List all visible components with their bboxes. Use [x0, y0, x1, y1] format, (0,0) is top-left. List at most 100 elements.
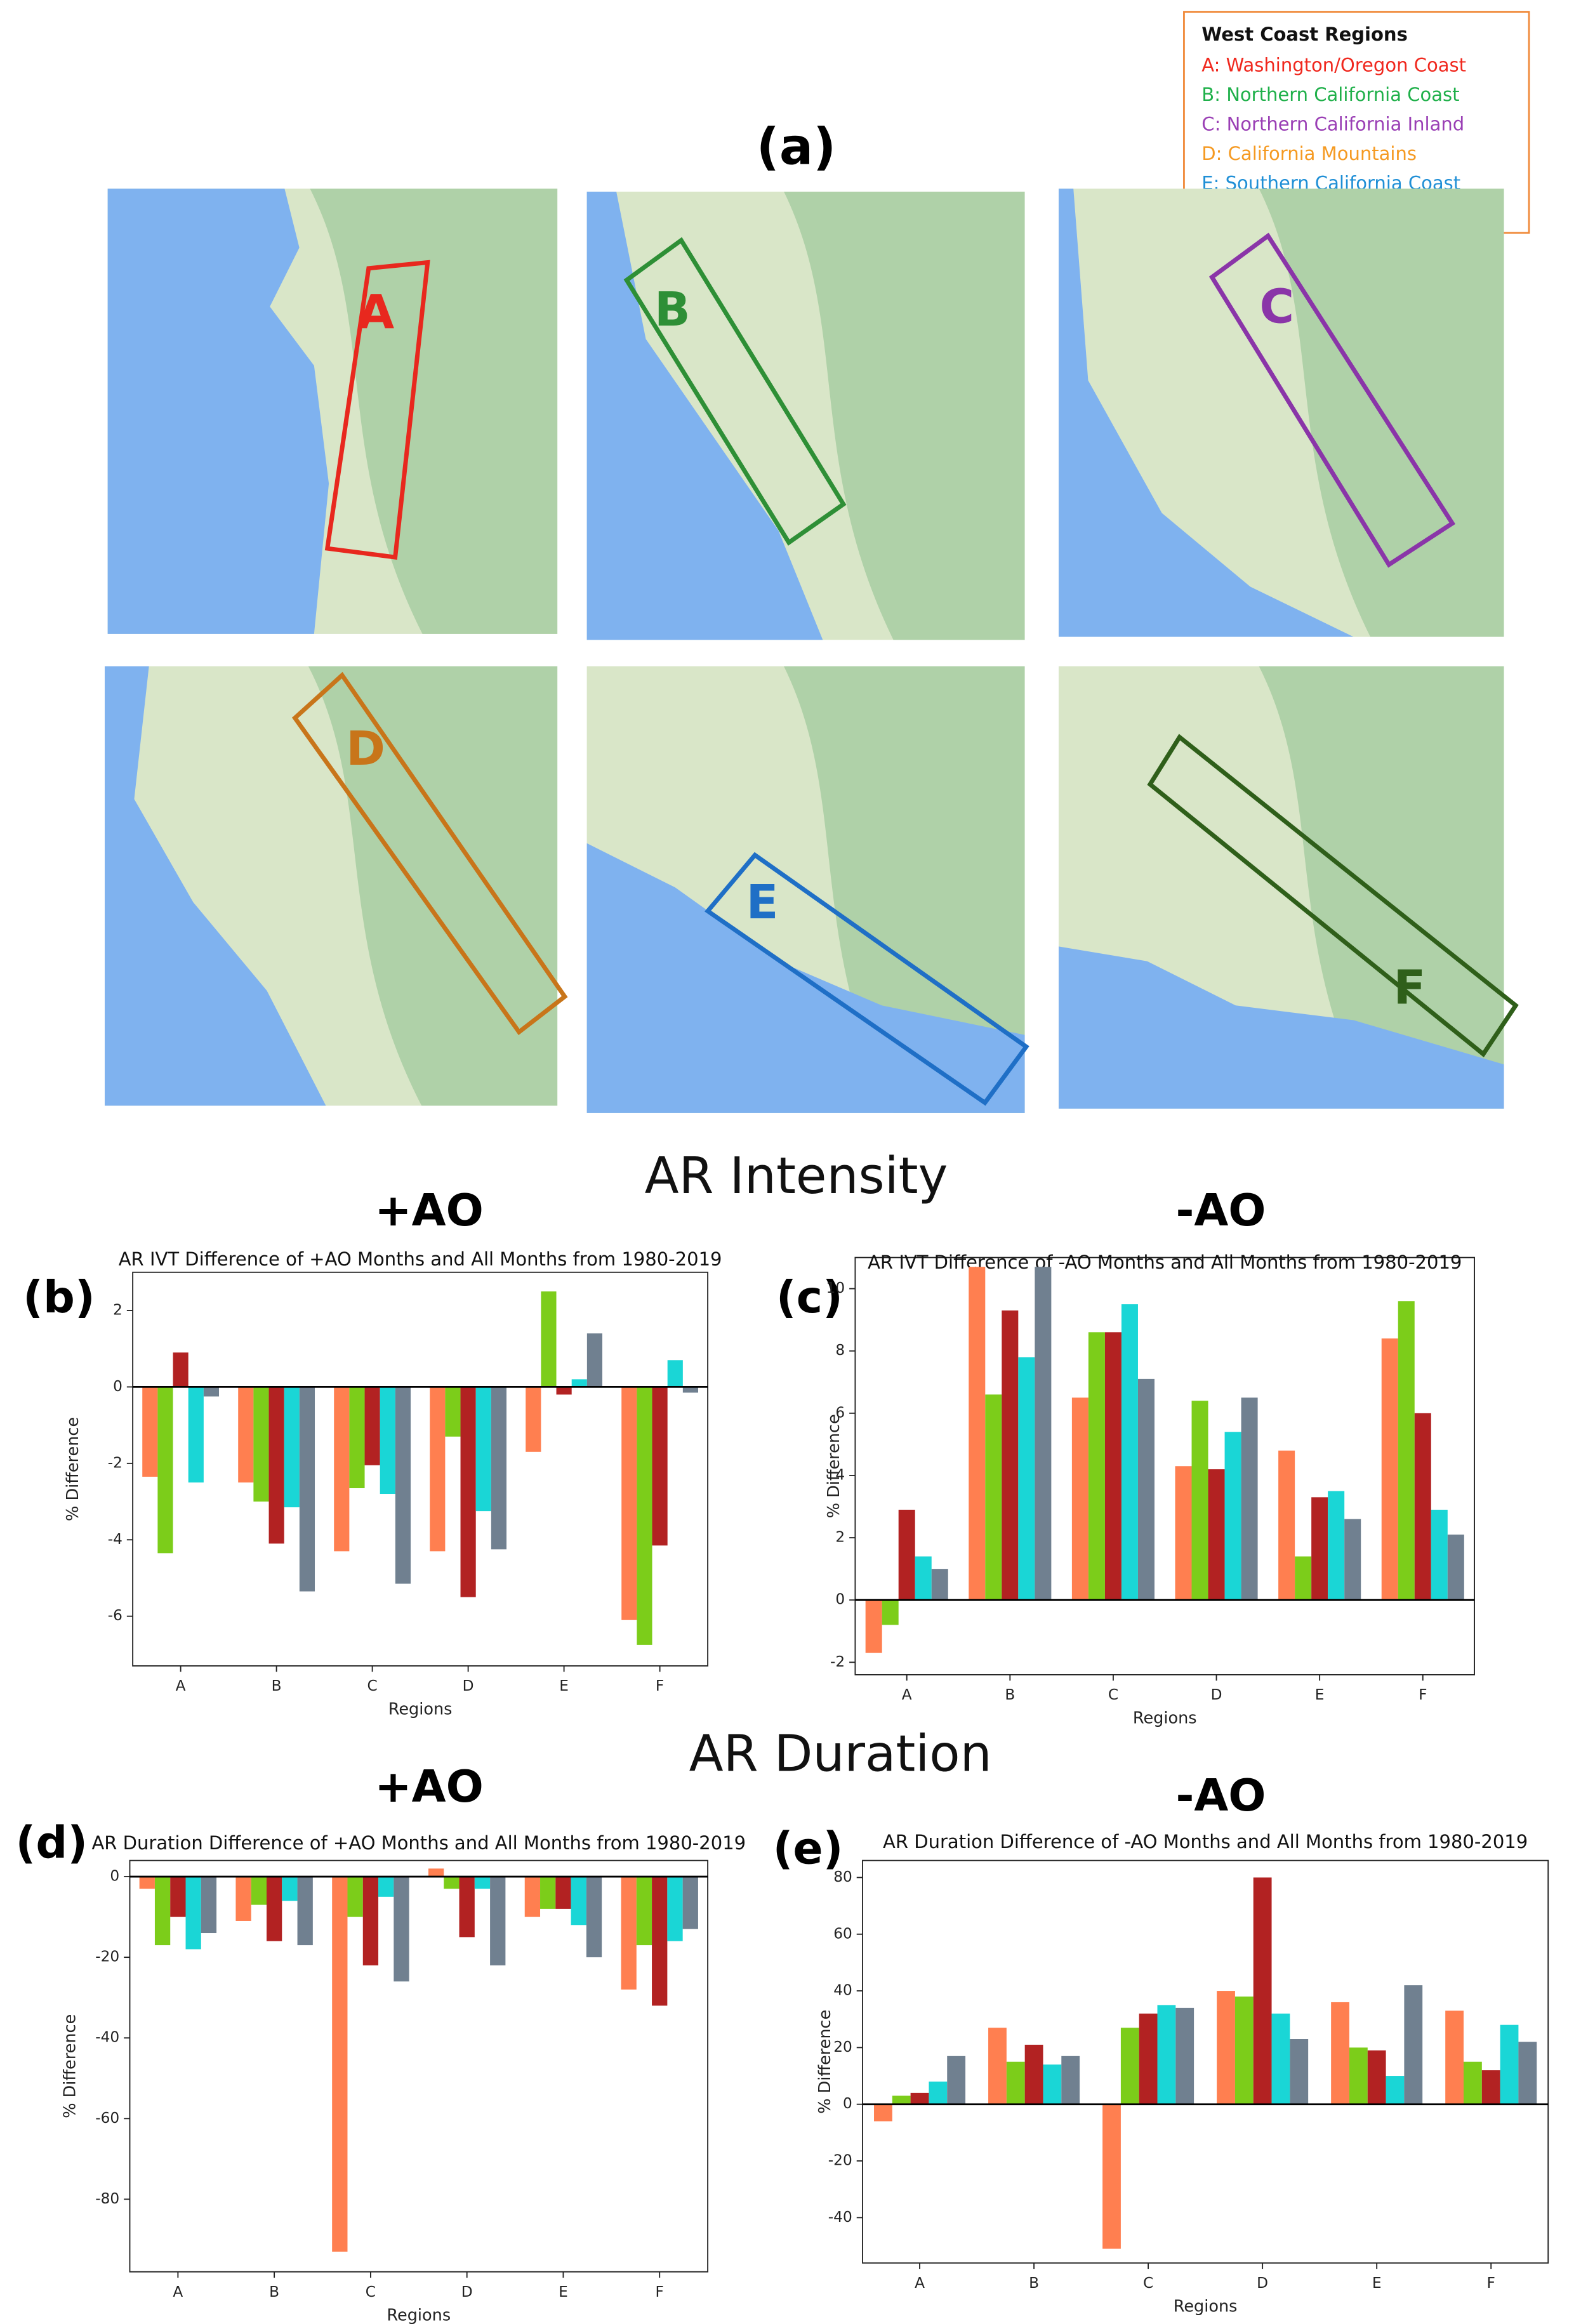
bar	[332, 1877, 348, 2252]
bar	[524, 1877, 541, 1917]
bar	[1381, 1338, 1398, 1601]
y-tick-label: 80	[833, 1868, 852, 1885]
bar	[268, 1387, 284, 1544]
bar	[621, 1877, 637, 1990]
bar	[1104, 1332, 1122, 1601]
region-box	[1147, 734, 1519, 1058]
x-tick-label: D	[463, 1677, 474, 1694]
bar	[1071, 1397, 1088, 1601]
bar	[460, 1387, 476, 1597]
y-tick-label: -20	[828, 2152, 852, 2169]
region-box	[324, 260, 430, 560]
bar	[445, 1387, 461, 1437]
bar	[1500, 2024, 1519, 2104]
bar	[349, 1387, 365, 1488]
bar	[1331, 2002, 1349, 2104]
map-terrain	[1259, 666, 1504, 1109]
map-panel	[1058, 666, 1504, 1109]
bar	[882, 1600, 899, 1625]
legend-item: C: Northern California Inland	[1201, 113, 1464, 135]
x-tick-label: E	[1315, 1686, 1325, 1703]
bar	[235, 1877, 251, 1921]
bar	[874, 2104, 892, 2122]
bar	[682, 1877, 698, 1929]
bar	[988, 2028, 1007, 2104]
bar	[284, 1387, 300, 1508]
bar	[185, 1877, 201, 1950]
bar	[1278, 1450, 1295, 1601]
region-letter: A	[358, 285, 395, 340]
bar	[459, 1877, 475, 1938]
panel-label: (e)	[773, 1823, 844, 1875]
bar	[378, 1877, 394, 1897]
bar	[541, 1291, 557, 1387]
x-tick-label: F	[656, 2283, 664, 2301]
x-tick-label: A	[902, 1686, 912, 1703]
bar	[1253, 1877, 1272, 2104]
y-tick-label: 60	[833, 1925, 852, 1942]
chart-title: AR IVT Difference of -AO Months and All …	[868, 1251, 1462, 1273]
bar	[201, 1877, 217, 1934]
bar	[1311, 1497, 1328, 1601]
column-title: -AO	[1175, 1770, 1266, 1821]
bar	[1431, 1509, 1448, 1601]
panel-label: (a)	[757, 117, 836, 176]
x-tick-label: F	[1419, 1686, 1427, 1703]
legend-item: B: Northern California Coast	[1201, 84, 1459, 105]
y-tick-label: 2	[113, 1301, 122, 1318]
bar	[540, 1877, 556, 1909]
y-tick-label: 6	[835, 1404, 845, 1421]
bar	[637, 1387, 652, 1645]
x-tick-label: B	[272, 1677, 282, 1694]
plot-frame	[132, 1271, 709, 1667]
x-axis-label: Regions	[388, 1700, 453, 1719]
section-title: AR Duration	[689, 1725, 992, 1783]
bar	[1088, 1332, 1105, 1601]
bar	[282, 1877, 298, 1901]
bar	[1102, 2104, 1121, 2249]
bar	[969, 1267, 986, 1601]
bar	[1447, 1535, 1464, 1601]
region-letter: E	[746, 875, 779, 930]
panel-label: (c)	[776, 1272, 843, 1323]
bar	[910, 2092, 929, 2104]
bar	[1120, 2028, 1139, 2104]
x-tick-label: D	[461, 2283, 473, 2301]
section-title: AR Intensity	[645, 1147, 948, 1205]
bar	[682, 1387, 699, 1393]
y-tick-label: 20	[833, 2038, 852, 2056]
x-tick-label: B	[269, 2283, 279, 2301]
bar	[253, 1387, 269, 1502]
bar	[1445, 2010, 1464, 2104]
map-panel	[104, 666, 558, 1106]
bar	[636, 1877, 652, 1946]
bar	[1137, 1378, 1155, 1601]
bar	[1121, 1304, 1138, 1601]
y-tick-label: 2	[835, 1529, 845, 1546]
map-panel	[586, 191, 1025, 640]
region-box	[1208, 232, 1456, 568]
map-terrain	[310, 188, 558, 634]
y-tick-label: 0	[843, 2095, 852, 2112]
bar	[428, 1868, 444, 1877]
bar	[203, 1387, 220, 1397]
x-tick-label: B	[1005, 1686, 1015, 1703]
region-letter: C	[1260, 279, 1295, 334]
x-tick-label: B	[1029, 2274, 1039, 2292]
bar	[474, 1877, 491, 1889]
bar	[667, 1360, 683, 1387]
bar	[1234, 1997, 1254, 2104]
y-tick-label: 8	[835, 1342, 845, 1359]
map-ocean	[586, 191, 823, 640]
y-axis-label: % Difference	[816, 2010, 835, 2114]
bar	[1006, 2061, 1025, 2104]
bar	[1175, 2007, 1194, 2104]
region-letter: B	[654, 282, 691, 337]
bar	[1386, 2076, 1405, 2104]
x-tick-label: F	[656, 1677, 664, 1694]
plot-frame	[862, 1859, 1549, 2264]
legend-title: West Coast Regions	[1201, 23, 1408, 45]
y-tick-label: -40	[828, 2208, 852, 2226]
